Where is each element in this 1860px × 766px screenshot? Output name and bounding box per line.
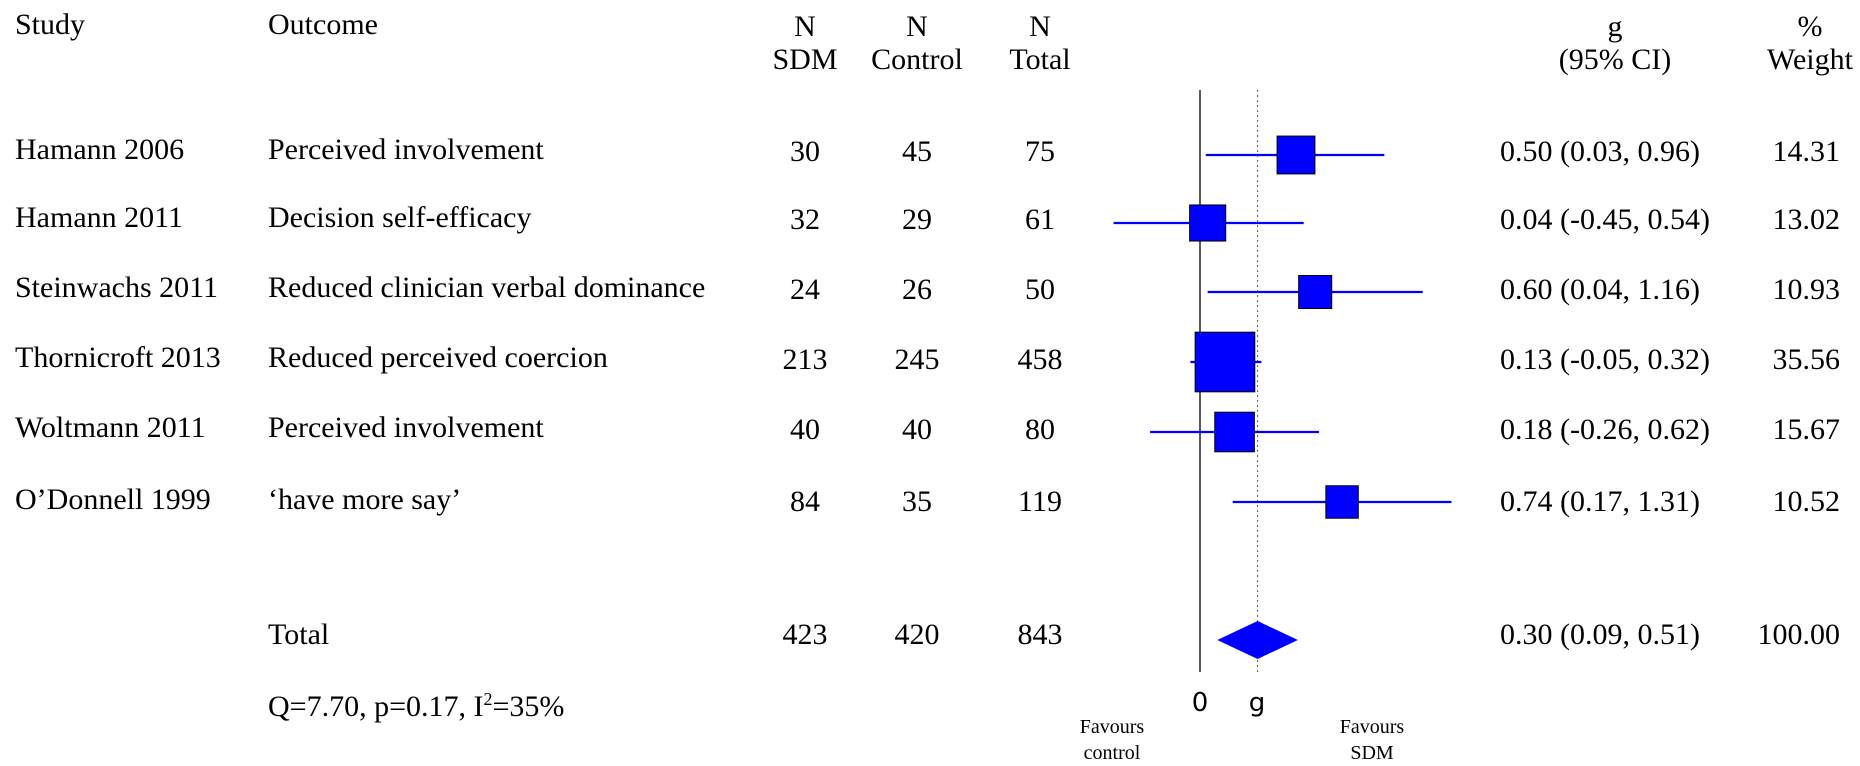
outcome-label: Perceived involvement — [268, 411, 544, 444]
weight-value: 13.02 — [1772, 203, 1841, 236]
heterogeneity-stats: Q=7.70, p=0.17, I2=35% — [268, 689, 565, 723]
n-sdm-value: 32 — [790, 203, 820, 236]
effect-ci-text: 0.04 (-0.45, 0.54) — [1500, 203, 1710, 236]
favours-control-label: Favours control — [1079, 716, 1145, 764]
outcome-label: Reduced perceived coercion — [268, 341, 608, 374]
outcome-label: Reduced clinician verbal dominance — [268, 271, 706, 304]
effect-square — [1276, 135, 1316, 175]
weight-value: 35.56 — [1772, 343, 1841, 376]
n-control-value: 245 — [894, 343, 940, 376]
total-label: Total — [268, 618, 330, 651]
outcome-label: ‘have more say’ — [268, 483, 462, 516]
n-control-value: 26 — [902, 273, 932, 306]
header-effect-ci: g (95% CI) — [1558, 10, 1672, 76]
axis-g-label: g — [1248, 688, 1266, 718]
n-sdm-value: 30 — [790, 135, 820, 168]
study-name: Woltmann 2011 — [15, 411, 206, 444]
header-study: Study — [15, 8, 86, 41]
axis-zero-label: 0 — [1191, 688, 1209, 718]
weight-value: 15.67 — [1772, 413, 1841, 446]
n-control-value: 40 — [902, 413, 932, 446]
header-n-total: N Total — [1009, 10, 1071, 76]
study-name: Thornicroft 2013 — [15, 341, 221, 374]
weight-value: 10.52 — [1772, 485, 1841, 518]
total-n-control: 420 — [894, 618, 940, 651]
n-sdm-value: 40 — [790, 413, 820, 446]
effect-square — [1298, 274, 1333, 310]
n-sdm-value: 213 — [782, 343, 828, 376]
n-total-value: 119 — [1018, 485, 1062, 518]
weight-value: 14.31 — [1772, 135, 1841, 168]
n-sdm-value: 24 — [790, 273, 820, 306]
weight-value: 10.93 — [1772, 273, 1841, 306]
effect-ci-text: 0.74 (0.17, 1.31) — [1500, 485, 1700, 518]
study-name: Hamann 2011 — [15, 201, 184, 234]
header-outcome: Outcome — [268, 8, 378, 41]
effect-square — [1214, 411, 1255, 453]
pooled-effect-diamond — [1217, 621, 1298, 659]
total-n-sdm: 423 — [782, 618, 828, 651]
n-total-value: 50 — [1025, 273, 1055, 306]
outcome-label: Perceived involvement — [268, 133, 544, 166]
effect-square — [1325, 485, 1359, 519]
n-total-value: 458 — [1017, 343, 1063, 376]
study-name: Steinwachs 2011 — [15, 271, 219, 304]
effect-ci-text: 0.18 (-0.26, 0.62) — [1500, 413, 1710, 446]
n-sdm-value: 84 — [790, 485, 820, 518]
effect-square — [1189, 204, 1227, 242]
n-control-value: 29 — [902, 203, 932, 236]
header-n-sdm: N SDM — [772, 10, 838, 76]
total-weight: 100.00 — [1757, 618, 1841, 651]
study-name: O’Donnell 1999 — [15, 483, 211, 516]
n-total-value: 80 — [1025, 413, 1055, 446]
total-n-total: 843 — [1017, 618, 1063, 651]
total-effect-ci: 0.30 (0.09, 0.51) — [1500, 618, 1700, 651]
effect-ci-text: 0.60 (0.04, 1.16) — [1500, 273, 1700, 306]
outcome-label: Decision self-efficacy — [268, 201, 532, 234]
effect-square — [1194, 331, 1256, 393]
study-name: Hamann 2006 — [15, 133, 185, 166]
header-n-control: N Control — [871, 10, 963, 76]
n-total-value: 61 — [1025, 203, 1055, 236]
effect-ci-text: 0.50 (0.03, 0.96) — [1500, 135, 1700, 168]
favours-sdm-label: Favours SDM — [1339, 716, 1405, 764]
header-weight: % Weight — [1767, 10, 1853, 76]
n-control-value: 35 — [902, 485, 932, 518]
n-total-value: 75 — [1025, 135, 1055, 168]
n-control-value: 45 — [902, 135, 932, 168]
effect-ci-text: 0.13 (-0.05, 0.32) — [1500, 343, 1710, 376]
